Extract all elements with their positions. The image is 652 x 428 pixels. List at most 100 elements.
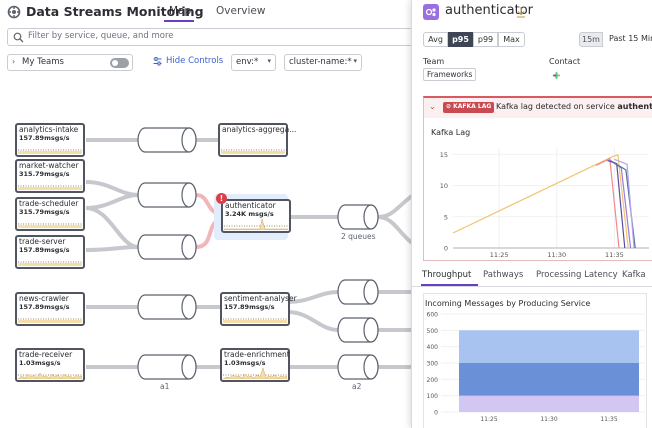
node-name: analytics-intake — [19, 125, 79, 134]
alert-message-service: authenticator — [617, 102, 652, 111]
my-teams-control[interactable]: › My Teams — [7, 54, 133, 71]
kafka-lag-chart-title: Kafka Lag — [431, 128, 471, 137]
filter-input[interactable]: Filter by service, queue, and more — [7, 28, 419, 46]
y-tick-label: 300 — [427, 361, 439, 368]
y-tick-label: 0 — [444, 245, 448, 253]
service-node-authenticator[interactable]: authenticator 3.24K msgs/s — [221, 199, 291, 233]
edge — [287, 290, 339, 304]
lag-series-line-3 — [607, 159, 626, 249]
service-node-trade-server[interactable]: trade-server 157.89msgs/s — [15, 235, 85, 269]
tab-overview[interactable]: Overview — [216, 5, 266, 17]
hide-controls-button[interactable]: Hide Controls — [166, 56, 224, 66]
stat-option-max[interactable]: Max — [498, 32, 525, 47]
y-tick-label: 100 — [427, 393, 439, 400]
sparkline — [223, 367, 287, 379]
queue-label: a1 — [160, 382, 170, 391]
incoming-messages-card — [423, 293, 647, 428]
team-value[interactable]: Frameworks — [423, 68, 477, 81]
sparkline — [18, 372, 82, 379]
service-detail-panel: authenticator Avg p95 p99 Max 15m Past 1… — [411, 0, 652, 428]
x-tick-label: 11:25 — [480, 416, 497, 423]
stat-option-p95[interactable]: p95 — [448, 32, 473, 47]
slack-icon[interactable] — [552, 71, 561, 80]
node-rate: 1.03msgs/s — [19, 359, 61, 367]
node-name: trade-scheduler — [19, 199, 79, 208]
time-range-chip[interactable]: 15m — [579, 32, 603, 47]
y-tick-label: 600 — [427, 312, 439, 319]
incoming-messages-chart[interactable]: 0 100 200 300 400 500 600 11:25 11:30 11:35 — [423, 311, 649, 428]
tab-pathways[interactable]: Pathways — [483, 270, 524, 280]
alert-header[interactable]: ⌄ ⊘ KAFKA LAG Kafka lag detected on serv… — [424, 98, 652, 118]
toggle-knob — [112, 60, 118, 66]
service-node-trade-receiver[interactable]: trade-receiver 1.03msgs/s — [15, 348, 85, 382]
stat-option-p99[interactable]: p99 — [473, 32, 498, 47]
env-filter-dropdown[interactable]: env:* ▾ — [231, 54, 276, 71]
y-tick-label: 400 — [427, 344, 439, 351]
queue-icon — [137, 354, 197, 380]
y-tick-label: 0 — [434, 410, 438, 417]
active-tab-indicator — [164, 20, 194, 22]
queue-icon — [337, 317, 379, 343]
contact-label: Contact — [549, 57, 581, 66]
panel-service-title: authenticator — [445, 3, 533, 18]
service-node-sentiment-analyser[interactable]: sentiment-analyser 157.89msgs/s — [220, 292, 297, 326]
search-icon — [13, 32, 24, 43]
stat-option-avg[interactable]: Avg — [423, 32, 448, 47]
node-rate: 315.79msgs/s — [19, 208, 70, 216]
time-range-label[interactable]: Past 15 Minutes — [609, 34, 652, 43]
chevron-down-icon: ▾ — [353, 57, 357, 65]
alert-icon[interactable]: ! — [216, 193, 227, 204]
service-node-analytics-aggregator[interactable]: analytics-aggrega... — [218, 123, 296, 157]
alert-badge-label: KAFKA LAG — [453, 103, 492, 110]
lag-series-line-0 — [452, 154, 629, 249]
edge — [287, 310, 339, 332]
y-tick-label: 10 — [440, 182, 448, 190]
x-tick-label: 11:35 — [600, 416, 617, 423]
service-node-market-watcher[interactable]: market-watcher 315.79msgs/s — [15, 159, 85, 193]
kafka-lag-chart[interactable]: 0 5 10 15 11:25 11:30 11:35 — [431, 140, 652, 260]
tab-kafka[interactable]: Kafka — [622, 270, 646, 280]
sparkline — [18, 318, 82, 323]
service-node-trade-scheduler[interactable]: trade-scheduler 315.79msgs/s — [15, 197, 85, 231]
chevron-down-icon[interactable]: ⌄ — [429, 102, 436, 111]
cluster-filter-dropdown[interactable]: cluster-name:* ▾ — [284, 54, 362, 71]
queue-group — [137, 127, 379, 380]
download-icon[interactable] — [516, 6, 526, 18]
queue-icon — [337, 279, 379, 305]
sparkline — [18, 185, 82, 190]
service-node-news-crawler[interactable]: news-crawler 157.89msgs/s — [15, 292, 85, 326]
sparkline — [18, 149, 82, 154]
chevron-down-icon: ▾ — [267, 57, 271, 65]
chevron-right-icon: › — [12, 57, 16, 66]
node-rate: 315.79msgs/s — [19, 170, 70, 178]
y-tick-label: 15 — [440, 151, 448, 159]
sparkline — [224, 218, 288, 230]
sparkline — [221, 149, 285, 154]
team-label: Team — [423, 57, 445, 66]
page-title: Data Streams Monitoring — [26, 4, 204, 19]
stacked-area-series-2 — [459, 330, 639, 363]
service-icon — [423, 4, 439, 20]
node-name: market-watcher — [19, 161, 79, 170]
x-tick-label: 11:35 — [605, 251, 624, 259]
alert-badge: ⊘ KAFKA LAG — [443, 102, 495, 113]
my-teams-toggle[interactable] — [110, 58, 129, 68]
node-name: analytics-aggrega... — [222, 125, 297, 134]
service-map-canvas[interactable]: analytics-intake 157.89msgs/s market-wat… — [0, 82, 418, 428]
x-tick-label: 11:25 — [490, 251, 509, 259]
tab-throughput[interactable]: Throughput — [422, 270, 472, 280]
my-teams-label: My Teams — [22, 57, 64, 67]
lag-series-line-5 — [614, 158, 635, 249]
tab-processing-latency[interactable]: Processing Latency — [536, 270, 618, 280]
x-tick-label: 11:30 — [547, 251, 566, 259]
y-tick-label: 200 — [427, 377, 439, 384]
node-rate: 157.89msgs/s — [19, 246, 70, 254]
sliders-icon — [153, 57, 162, 66]
y-tick-label: 500 — [427, 328, 439, 335]
node-name: trade-server — [19, 237, 66, 246]
queue-icon — [337, 204, 379, 230]
cluster-filter-value: cluster-name:* — [289, 57, 352, 67]
service-node-analytics-intake[interactable]: analytics-intake 157.89msgs/s — [15, 123, 85, 157]
service-node-trade-enrichment[interactable]: trade-enrichment 1.03msgs/s — [220, 348, 290, 382]
tab-map[interactable]: Map — [169, 5, 192, 17]
